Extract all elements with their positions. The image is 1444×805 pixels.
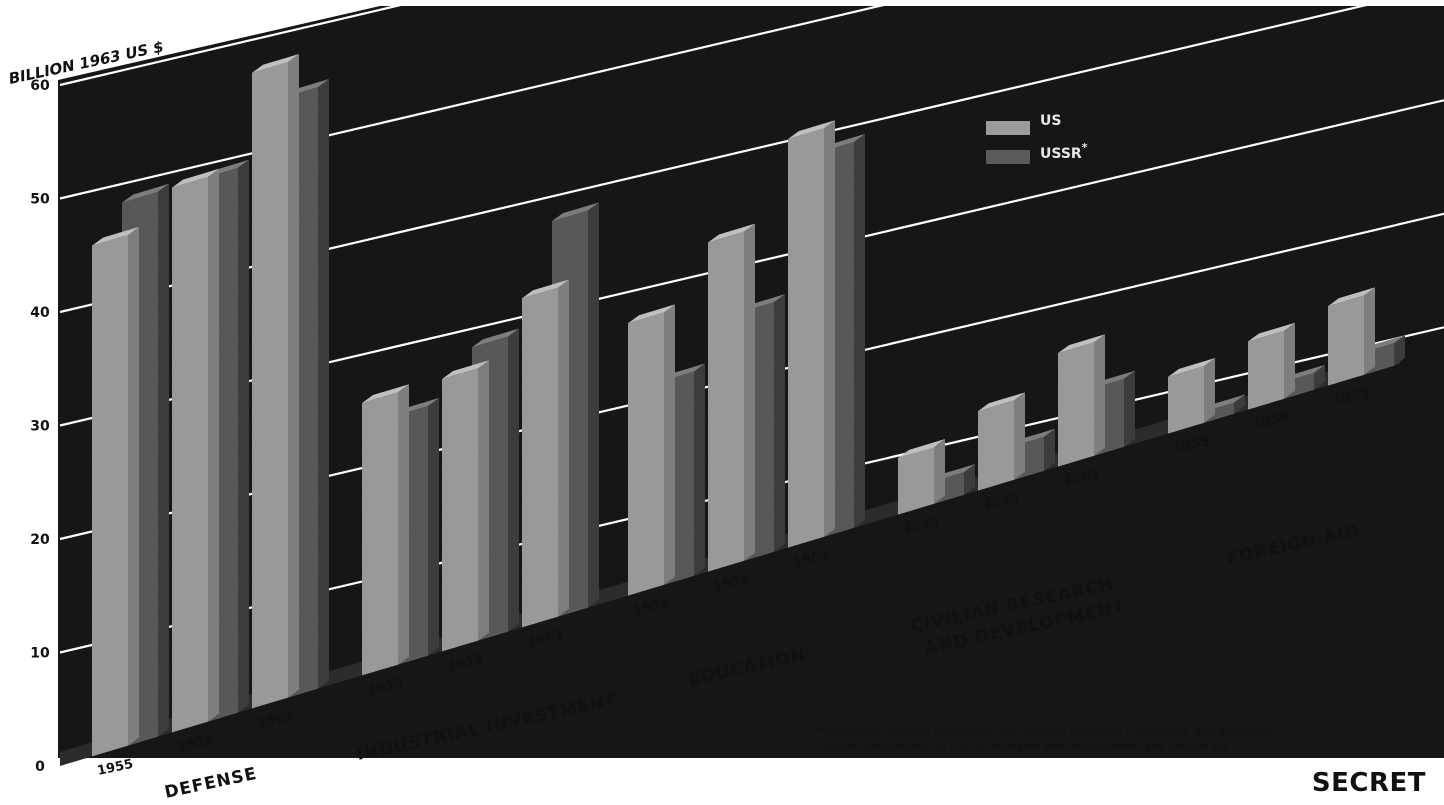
legend-swatch-us bbox=[986, 121, 1030, 135]
bar-us bbox=[442, 360, 489, 652]
bar-us bbox=[1328, 287, 1375, 386]
bar-us bbox=[362, 384, 409, 676]
bar-us bbox=[978, 392, 1025, 491]
bar-us bbox=[1248, 322, 1295, 410]
year-label: 1955 bbox=[366, 676, 405, 698]
category-label-defense: DEFENSE bbox=[163, 764, 259, 803]
year-label: 1958 bbox=[712, 572, 751, 594]
year-label: 1955 bbox=[96, 757, 135, 779]
year-label: 1963 bbox=[1062, 467, 1101, 489]
footnote: *Geometric average comparison for defens… bbox=[818, 724, 1378, 754]
bar-us bbox=[788, 120, 835, 548]
year-label: 1963 bbox=[1332, 386, 1371, 408]
bar-us bbox=[92, 226, 139, 757]
legend-label-ussr: USSR* bbox=[1040, 141, 1088, 162]
y-tick-label: 60 bbox=[30, 78, 50, 94]
year-label: 1963 bbox=[256, 709, 295, 731]
year-label: 1963 bbox=[526, 628, 565, 650]
footnote-line2: dollar comparisons for civilian research… bbox=[824, 740, 1232, 753]
bar-us bbox=[1168, 358, 1215, 434]
y-tick-label: 40 bbox=[30, 305, 50, 321]
year-label: 1963 bbox=[792, 548, 831, 570]
y-axis-ticks: 0 10 20 30 40 50 60 bbox=[30, 78, 50, 775]
footnote-marker: * bbox=[818, 725, 824, 738]
year-label: 1955 bbox=[1172, 434, 1211, 456]
y-tick-label: 20 bbox=[30, 532, 50, 548]
y-tick-label: 50 bbox=[30, 192, 50, 208]
bar-us bbox=[172, 168, 219, 733]
gridline bbox=[59, 0, 427, 87]
year-label: 1958 bbox=[982, 491, 1021, 513]
bars bbox=[92, 54, 1405, 757]
bar-us bbox=[898, 439, 945, 515]
y-tick-label: 10 bbox=[30, 646, 50, 662]
bar-us bbox=[628, 304, 675, 596]
year-label: 1958 bbox=[1252, 410, 1291, 432]
y-tick-label: 30 bbox=[30, 419, 50, 435]
year-label: 1958 bbox=[446, 652, 485, 674]
bar-us bbox=[252, 54, 299, 709]
legend-swatch-ussr bbox=[986, 150, 1030, 164]
year-label: 1955 bbox=[902, 515, 941, 537]
legend: US USSR* bbox=[986, 113, 1088, 164]
year-label: 1958 bbox=[176, 733, 215, 755]
classification-marking: SECRET bbox=[1311, 768, 1426, 798]
bar-us bbox=[708, 223, 755, 572]
legend-label-us: US bbox=[1040, 113, 1061, 129]
bar-us bbox=[1058, 334, 1105, 467]
footnote-line1: Geometric average comparison for defense… bbox=[823, 725, 1277, 738]
y-tick-label: 0 bbox=[35, 759, 45, 775]
year-labels: 1955 1958 1963 1955 1958 1963 1955 1958 1963 1955… bbox=[96, 386, 1371, 779]
year-label: 1955 bbox=[632, 596, 671, 618]
bar-us bbox=[522, 279, 569, 628]
